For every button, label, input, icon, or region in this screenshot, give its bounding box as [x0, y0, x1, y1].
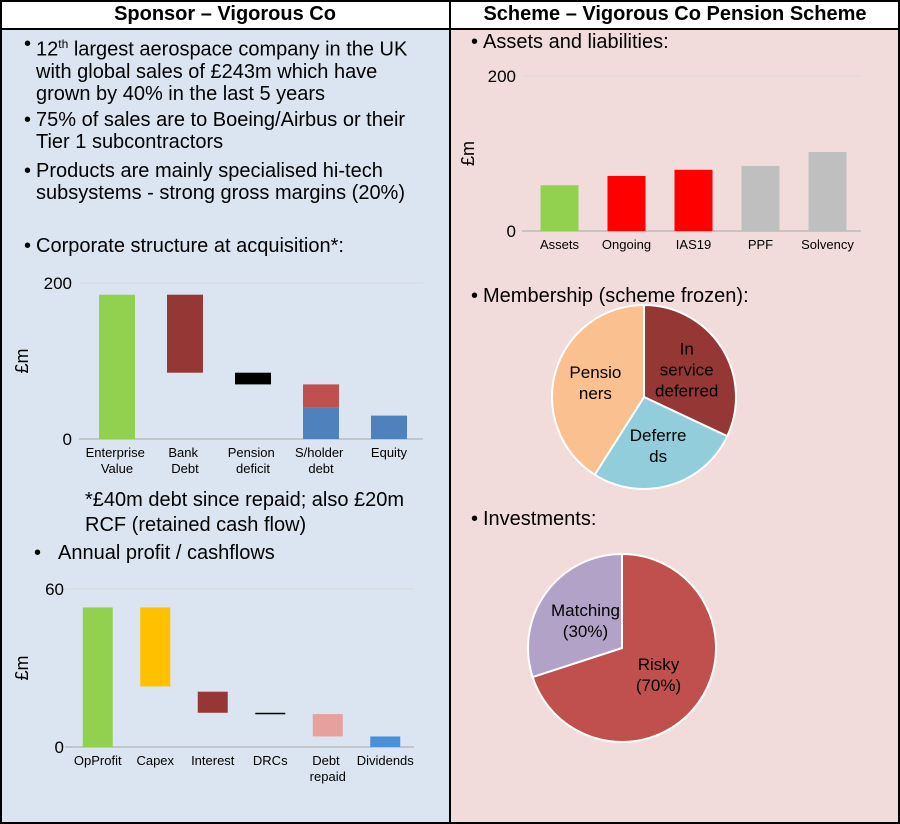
border	[898, 0, 900, 824]
bullet: • 12th largest aerospace company in the U…	[24, 33, 408, 105]
panel-heading: Scheme – Vigorous Co Pension Scheme	[450, 0, 900, 28]
bullet-text: Corporate structure at acquisition*:	[36, 235, 344, 257]
slice-label: Pensioners	[567, 362, 623, 404]
slice-name: Matching	[550, 601, 620, 621]
slice-label: Deferreds	[628, 425, 688, 467]
slice-label: In service deferred	[651, 338, 723, 401]
bullet-text: Membership (scheme frozen):	[483, 285, 749, 307]
bullet-text: Annual profit / cashflows	[58, 542, 275, 564]
bullet: • 75% of sales are to Boeing/Airbus or th…	[24, 109, 406, 153]
border	[0, 0, 2, 824]
slice-label: Matching (30%)	[540, 600, 630, 642]
divider	[449, 0, 451, 824]
footnote: *£40m debt since repaid; also £20m RCF (…	[85, 489, 405, 536]
slice-name: Deferreds	[629, 425, 687, 466]
bullet-text: Investments:	[483, 508, 597, 530]
panel-heading: Sponsor – Vigorous Co	[0, 0, 450, 28]
slice-value: (30%)	[562, 622, 609, 642]
bullet: • Membership (scheme frozen):	[471, 285, 749, 307]
bullet: • Assets and liabilities:	[471, 31, 669, 53]
bullet: • Corporate structure at acquisition*:	[24, 235, 344, 257]
slice-label: Risky (70%)	[619, 654, 699, 696]
bullet: • Annual profit / cashflows	[34, 542, 275, 564]
scheme-panel: Scheme – Vigorous Co Pension Scheme • Ass…	[450, 0, 900, 824]
slice-name: Pensioners	[569, 362, 622, 403]
bullet-superscript: th	[58, 37, 69, 51]
bullet-number: 12	[36, 38, 59, 61]
divider	[0, 28, 900, 30]
bullet-text: largest aerospace company in the UK with…	[36, 38, 408, 105]
bullet-text: 75% of sales are to Boeing/Airbus or the…	[36, 109, 406, 153]
bullet: • Products are mainly specialised hi-tech…	[24, 160, 406, 204]
bullet-text: Assets and liabilities:	[483, 31, 669, 53]
slice-value: (70%)	[635, 675, 682, 695]
sponsor-panel: Sponsor – Vigorous Co • 12th largest aero…	[0, 0, 450, 824]
bullet-text: Products are mainly specialised hi-tech …	[36, 160, 406, 204]
slice-name: Risky	[637, 654, 680, 674]
slice-name: In service deferred	[655, 339, 719, 401]
bullet: • Investments:	[471, 508, 597, 530]
